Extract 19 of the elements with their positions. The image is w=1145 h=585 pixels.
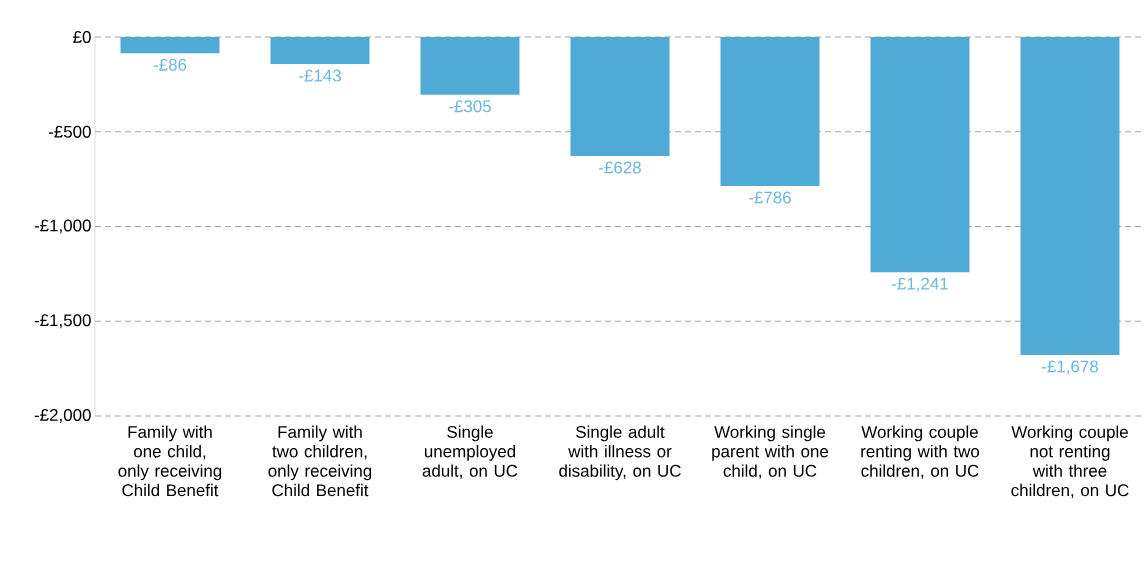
x-tick-label: Working single parent with one child, on UC [712,425,829,479]
y-tick-label: -£500 [48,125,91,138]
x-tick-label: Single unemployed adult, on UC [422,425,518,479]
data-label: -£86 [153,58,187,71]
x-tick-label: Working couple renting with two children, on UC [861,425,980,479]
data-label: -£1,241 [892,277,948,292]
y-tick-label: -£1,500 [34,314,91,329]
x-tick-label: Family with one child, only receiving Child Benefit [118,425,222,497]
x-tick-label: Single adult with illness or disability, on UC [559,425,681,481]
y-tick-label: -£2,000 [34,409,91,423]
data-label: -£305 [449,100,491,113]
data-label: -£628 [599,161,641,174]
y-tick-label: -£1,000 [34,219,91,234]
data-label: -£1,678 [1042,360,1098,375]
x-tick-label: Working couple not renting with three children, on UC [1011,425,1129,499]
data-label: -£143 [299,69,341,82]
y-tick-label: £0 [73,31,91,43]
data-label: -£786 [749,191,791,204]
x-tick-label: Family with two children, only receiving Child Benefit [268,425,372,497]
